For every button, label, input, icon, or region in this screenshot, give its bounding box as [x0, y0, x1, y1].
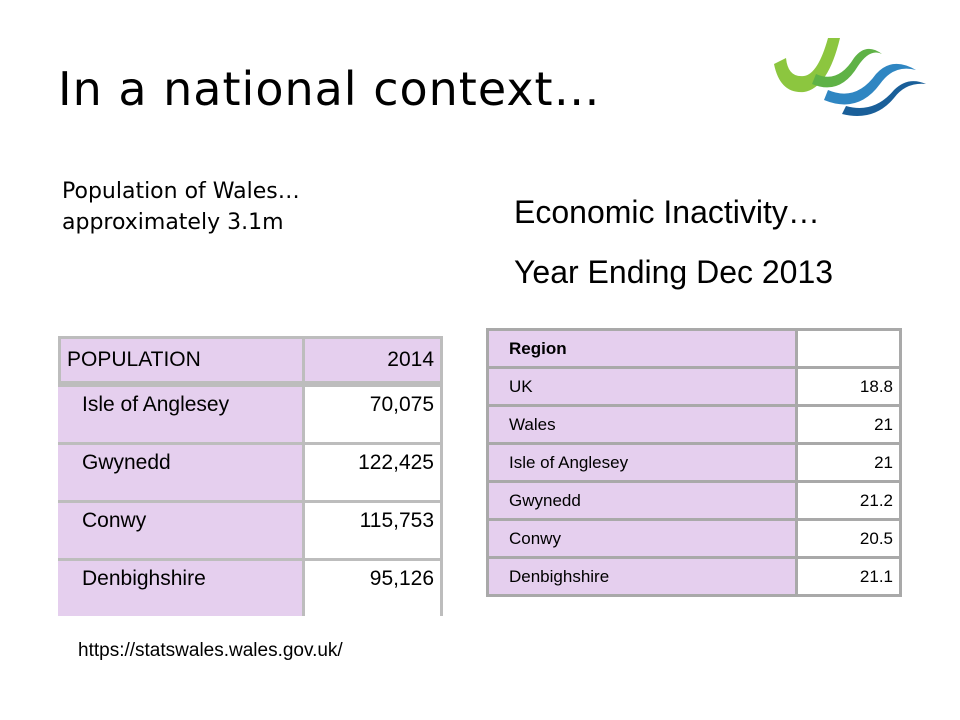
value-cell: 95,126 [302, 558, 443, 616]
slide-title: In a national context… [58, 62, 601, 116]
region-cell: Denbighshire [486, 556, 798, 597]
area-cell: Conwy [58, 500, 302, 558]
table-row: Isle of Anglesey 21 [486, 442, 902, 483]
table-row: Conwy 115,753 [58, 500, 443, 558]
value-cell: 21.2 [795, 480, 902, 521]
area-cell: Gwynedd [58, 442, 302, 500]
table-row: Denbighshire 21.1 [486, 556, 902, 597]
area-cell: Denbighshire [58, 558, 302, 616]
header-cell [795, 328, 902, 369]
population-table: POPULATION 2014 Isle of Anglesey 70,075 … [58, 336, 443, 616]
inactivity-heading-line2: Year Ending Dec 2013 [514, 254, 834, 290]
header-cell: POPULATION [58, 336, 302, 384]
table-row: Denbighshire 95,126 [58, 558, 443, 616]
header-cell: 2014 [302, 336, 443, 384]
region-cell: Wales [486, 404, 798, 445]
region-cell: UK [486, 366, 798, 407]
value-cell: 21.1 [795, 556, 902, 597]
table-row: UK 18.8 [486, 366, 902, 407]
inactivity-heading-line1: Economic Inactivity… [514, 194, 820, 230]
table-row: Wales 21 [486, 404, 902, 445]
value-cell: 70,075 [302, 384, 443, 442]
value-cell: 115,753 [302, 500, 443, 558]
source-link[interactable]: https://statswales.wales.gov.uk/ [78, 640, 343, 661]
header-cell: Region [486, 328, 798, 369]
wave-logo-icon [774, 38, 926, 116]
inactivity-table: Region UK 18.8 Wales 21 Isle of Anglesey… [486, 328, 902, 597]
region-cell: Isle of Anglesey [486, 442, 798, 483]
table-header-row: Region [486, 328, 902, 369]
value-cell: 18.8 [795, 366, 902, 407]
table-row: Conwy 20.5 [486, 518, 902, 559]
value-cell: 21 [795, 442, 902, 483]
area-cell: Isle of Anglesey [58, 384, 302, 442]
value-cell: 122,425 [302, 442, 443, 500]
population-subtitle: Population of Wales… approximately 3.1m [62, 176, 300, 238]
inactivity-heading: Economic Inactivity… Year Ending Dec 201… [514, 182, 833, 302]
region-cell: Gwynedd [486, 480, 798, 521]
table-row: Gwynedd 21.2 [486, 480, 902, 521]
region-cell: Conwy [486, 518, 798, 559]
table-row: Gwynedd 122,425 [58, 442, 443, 500]
population-subtitle-line2: approximately 3.1m [62, 210, 284, 235]
population-subtitle-line1: Population of Wales… [62, 179, 300, 204]
table-header-row: POPULATION 2014 [58, 336, 443, 384]
value-cell: 21 [795, 404, 902, 445]
table-row: Isle of Anglesey 70,075 [58, 384, 443, 442]
value-cell: 20.5 [795, 518, 902, 559]
